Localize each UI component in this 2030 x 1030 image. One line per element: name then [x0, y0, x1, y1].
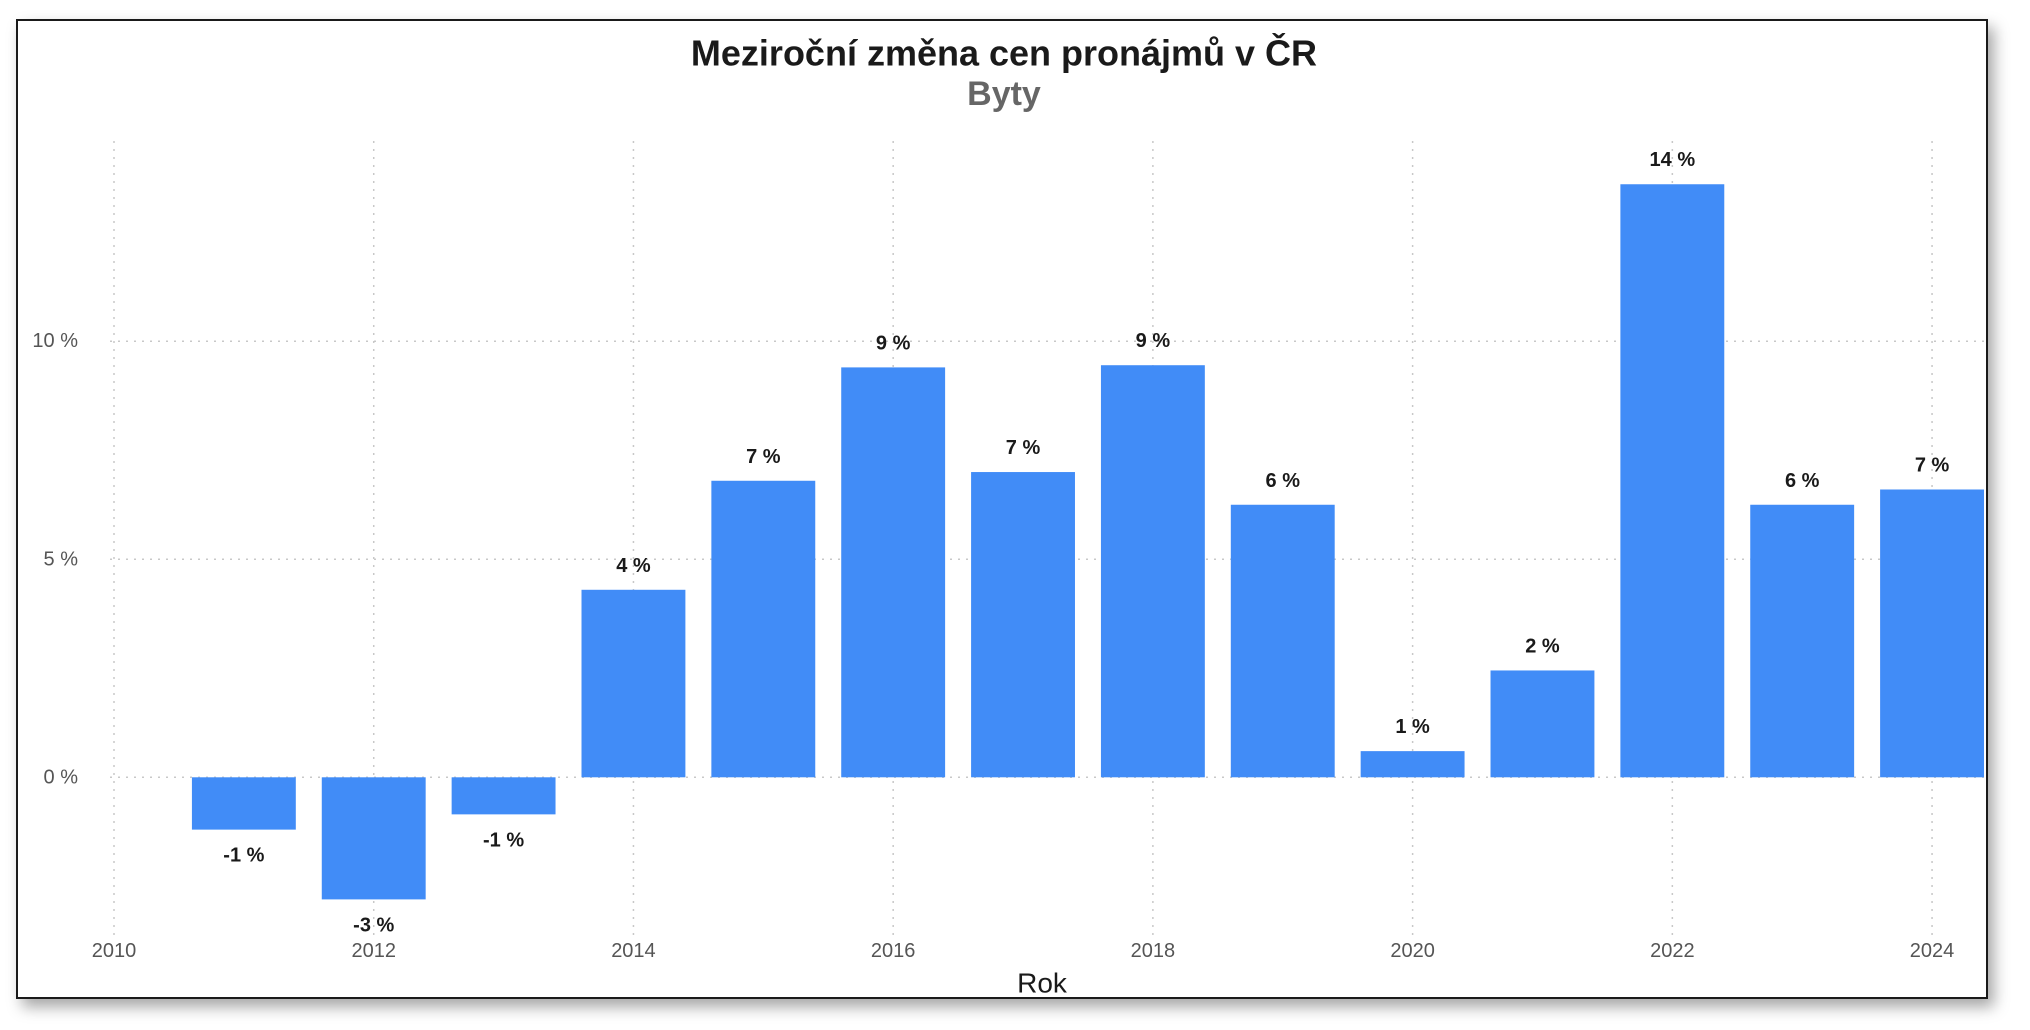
bar — [1360, 751, 1465, 778]
x-tick-label: 2020 — [1390, 940, 1435, 962]
bar — [1490, 670, 1595, 778]
bar-value-label: 7 % — [1915, 454, 1950, 476]
bar — [841, 367, 946, 778]
bar — [451, 777, 556, 815]
bar-value-label: 4 % — [616, 555, 651, 577]
bars-layer — [191, 184, 1984, 900]
grid-layer — [110, 141, 1984, 939]
bar-value-label: 14 % — [1650, 149, 1696, 171]
y-tick-label: 5 % — [44, 548, 79, 570]
bar — [1100, 365, 1205, 778]
bar — [1750, 504, 1855, 778]
x-tick-label: 2016 — [871, 940, 916, 962]
bar-value-label: -3 % — [353, 914, 394, 936]
bar-value-label: 6 % — [1266, 470, 1301, 492]
y-tick-label: 0 % — [44, 766, 79, 788]
bar — [971, 472, 1075, 778]
bar — [321, 777, 426, 900]
bar-value-label: 7 % — [1006, 437, 1041, 459]
chart-title: Meziroční změna cen pronájmů v ČR — [691, 32, 1317, 74]
bar-value-label: 6 % — [1785, 470, 1820, 492]
x-tick-label: 2010 — [92, 940, 137, 962]
bar-value-label: 1 % — [1395, 716, 1430, 738]
bar-value-label: -1 % — [223, 845, 264, 867]
data-labels-layer: -1 % -3 % -1 % 4 % 7 % 9 % 7 % 9 % 6 % 1 % 2 % 14 %… — [223, 149, 1949, 936]
bar — [191, 777, 296, 830]
chart-frame: Meziroční změna cen pronájmů v ČR Byty -… — [16, 19, 1988, 999]
bar — [1620, 184, 1725, 778]
x-tick-label: 2014 — [611, 940, 656, 962]
y-tick-label: 10 % — [32, 330, 78, 352]
chart-canvas: Meziroční změna cen pronájmů v ČR Byty -… — [32, 32, 1984, 999]
bar-value-label: 9 % — [1136, 330, 1171, 352]
x-tick-label: 2024 — [1910, 940, 1955, 962]
x-axis-title: Rok — [1017, 968, 1068, 999]
bar-value-label: 2 % — [1525, 635, 1560, 657]
x-tick-label: 2018 — [1131, 940, 1176, 962]
bar — [1230, 504, 1335, 778]
bar — [581, 589, 686, 778]
x-tick-label: 2012 — [351, 940, 396, 962]
bar-value-label: 9 % — [876, 332, 911, 354]
bar-value-label: 7 % — [746, 446, 781, 468]
bar — [1880, 489, 1984, 778]
ticks-layer: 0 % 5 % 10 % 2010 2012 2014 2016 2018 2020 2022 20… — [32, 330, 1954, 962]
x-tick-label: 2022 — [1650, 940, 1695, 962]
bar-value-label: -1 % — [483, 829, 524, 851]
chart-subtitle: Byty — [967, 75, 1041, 113]
bar — [711, 480, 816, 778]
